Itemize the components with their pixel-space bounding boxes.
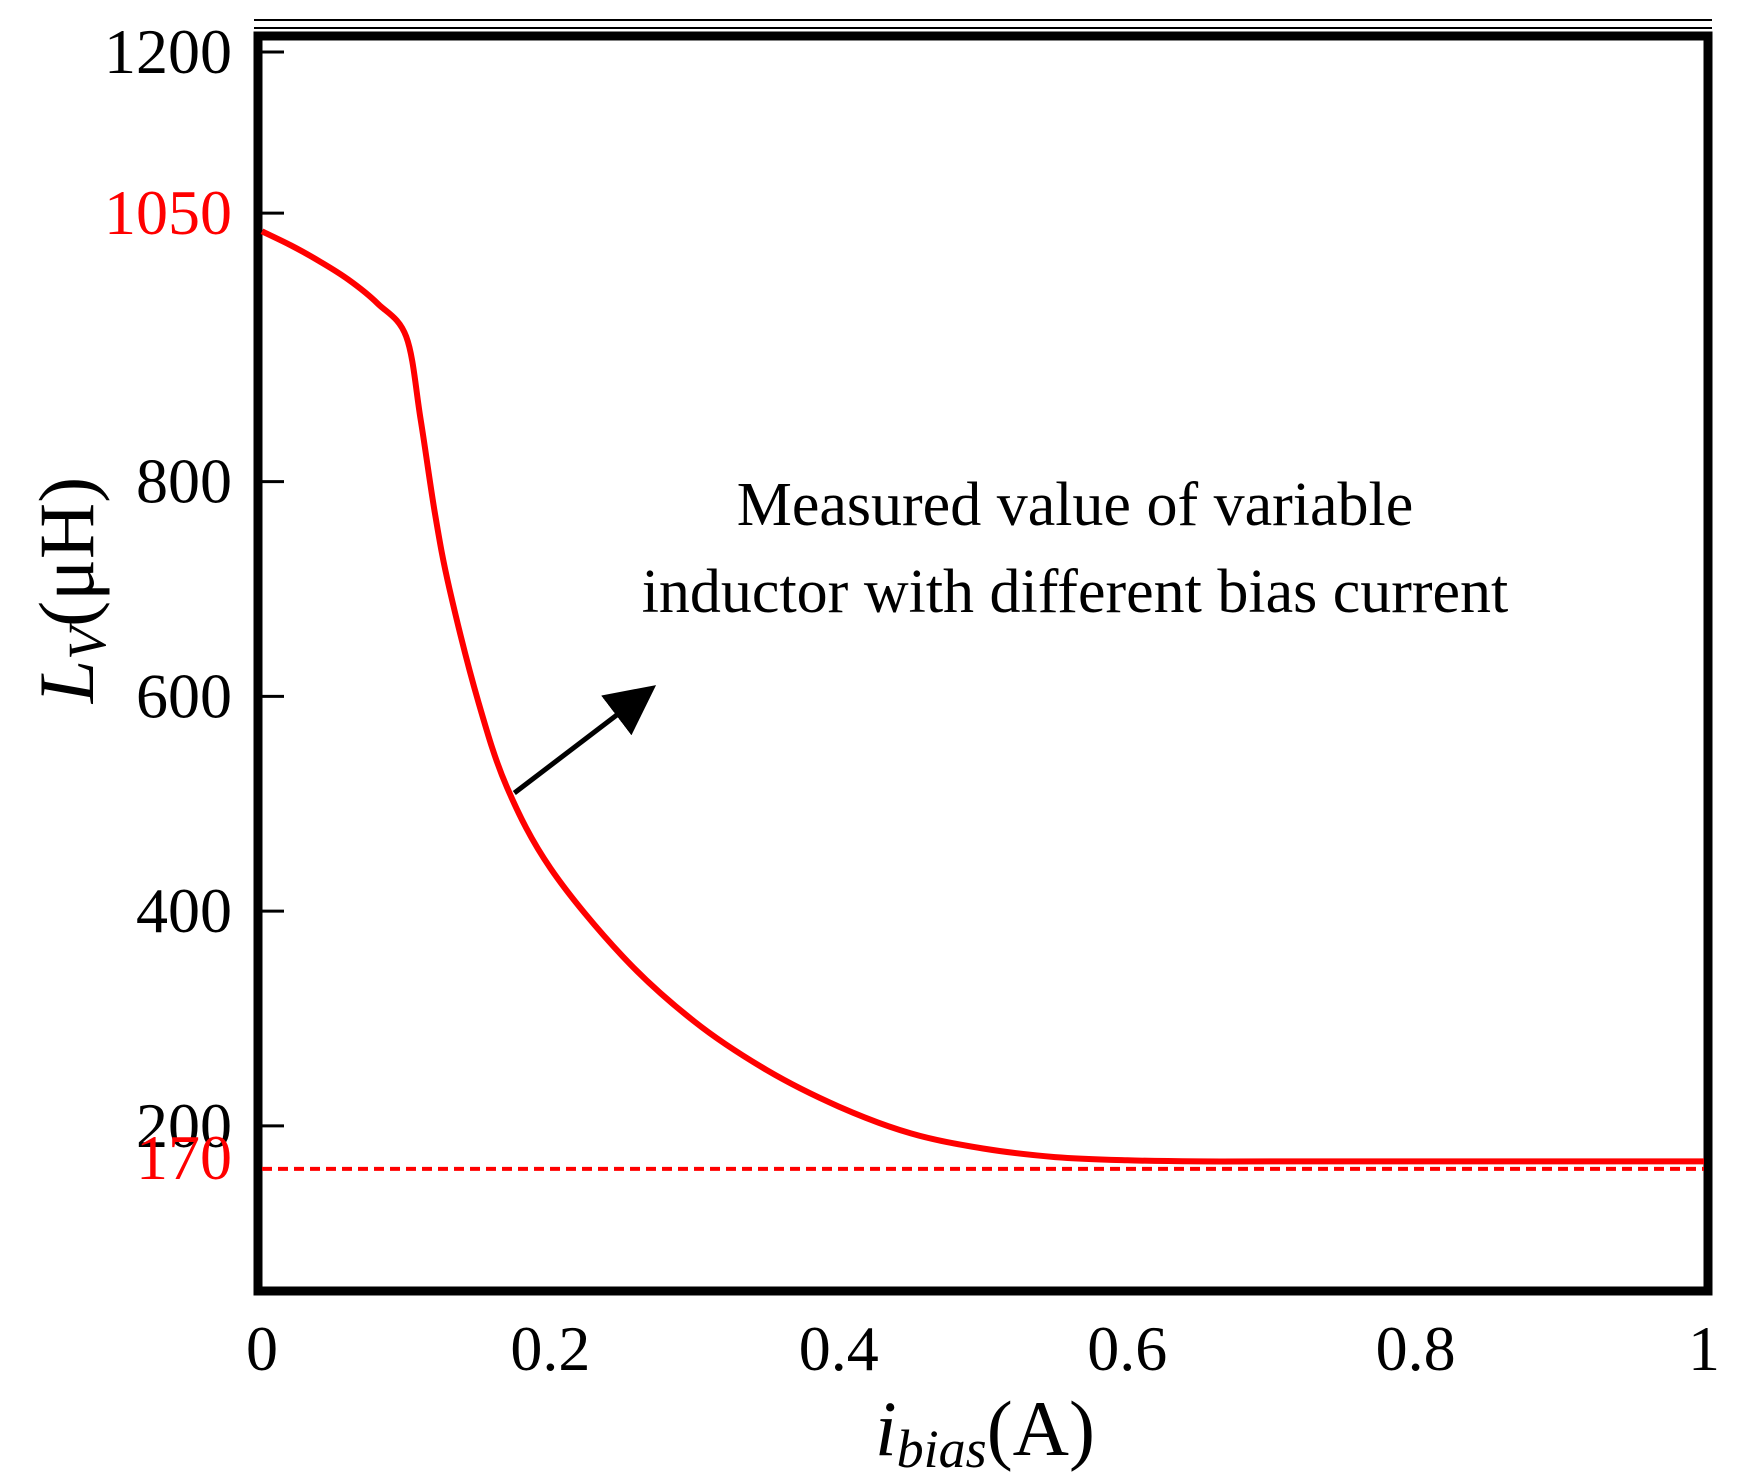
y-axis-title-sub: V	[57, 621, 117, 660]
y-tick-label: 400	[136, 875, 232, 946]
y-tick-label: 1200	[104, 16, 232, 87]
y-axis-title-unit: (μH)	[23, 477, 110, 627]
y-tick-label: 200	[136, 1090, 232, 1161]
plot-frame	[253, 31, 1713, 1296]
x-tick-label: 0	[246, 1313, 278, 1384]
x-tick-label: 0.6	[1087, 1313, 1167, 1384]
series-line-measured	[260, 228, 1704, 1165]
y-tick-label: 600	[136, 660, 232, 731]
y-axis-title: LV(μH)	[23, 477, 117, 705]
x-axis-title: ibias(A)	[875, 1385, 1095, 1479]
y-axis-title-main: L	[23, 660, 110, 704]
annotation-line-1: Measured value of variable	[737, 471, 1414, 539]
x-tick-label: 1	[1688, 1313, 1720, 1384]
x-axis-title-sub: bias	[897, 1419, 987, 1479]
y-extra-label: 170	[136, 1122, 232, 1193]
x-tick-label: 0.2	[510, 1313, 590, 1384]
x-axis-title-unit: (A)	[987, 1385, 1095, 1472]
y-axis-ticks: 200 400 600 800 1050 1200 170	[104, 16, 284, 1193]
annotation-arrow	[512, 685, 657, 795]
x-axis-ticks: 0 0.2 0.4 0.6 0.8 1	[246, 1313, 1720, 1384]
x-axis-title-main: i	[875, 1385, 897, 1472]
series-group	[260, 228, 1704, 1171]
y-tick-label: 1050	[104, 177, 232, 248]
annotation-line-2: inductor with different bias current	[642, 558, 1509, 626]
y-tick-label: 800	[136, 446, 232, 517]
x-tick-label: 0.4	[799, 1313, 879, 1384]
x-tick-label: 0.8	[1376, 1313, 1456, 1384]
